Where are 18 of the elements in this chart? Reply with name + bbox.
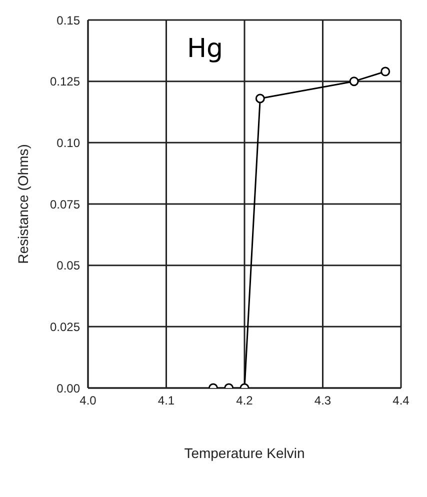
x-axis-title: Temperature Kelvin bbox=[184, 445, 305, 461]
point bbox=[255, 94, 265, 104]
point bbox=[349, 76, 359, 86]
point bbox=[380, 66, 390, 76]
x-tick-label: 4.4 bbox=[392, 394, 410, 408]
y-tick-label: 0.15 bbox=[56, 13, 80, 28]
y-tick-label: 0.025 bbox=[50, 320, 80, 334]
y-tick-label: 0.00 bbox=[56, 381, 80, 396]
y-tick-label: 0.05 bbox=[56, 258, 80, 273]
y-tick-label: 0.125 bbox=[50, 74, 80, 89]
x-tick-label: 4.0 bbox=[80, 394, 97, 408]
x-tick-label: 4.1 bbox=[158, 394, 175, 408]
y-tick-label: 0.10 bbox=[56, 136, 80, 150]
x-tick-label: 4.3 bbox=[314, 394, 332, 408]
x-tick-label: 4.2 bbox=[236, 394, 254, 408]
annotation: Hg bbox=[173, 30, 238, 68]
y-tick-label: 0.075 bbox=[50, 197, 80, 212]
y-axis-title: Resistance (Ohms) bbox=[14, 144, 31, 264]
